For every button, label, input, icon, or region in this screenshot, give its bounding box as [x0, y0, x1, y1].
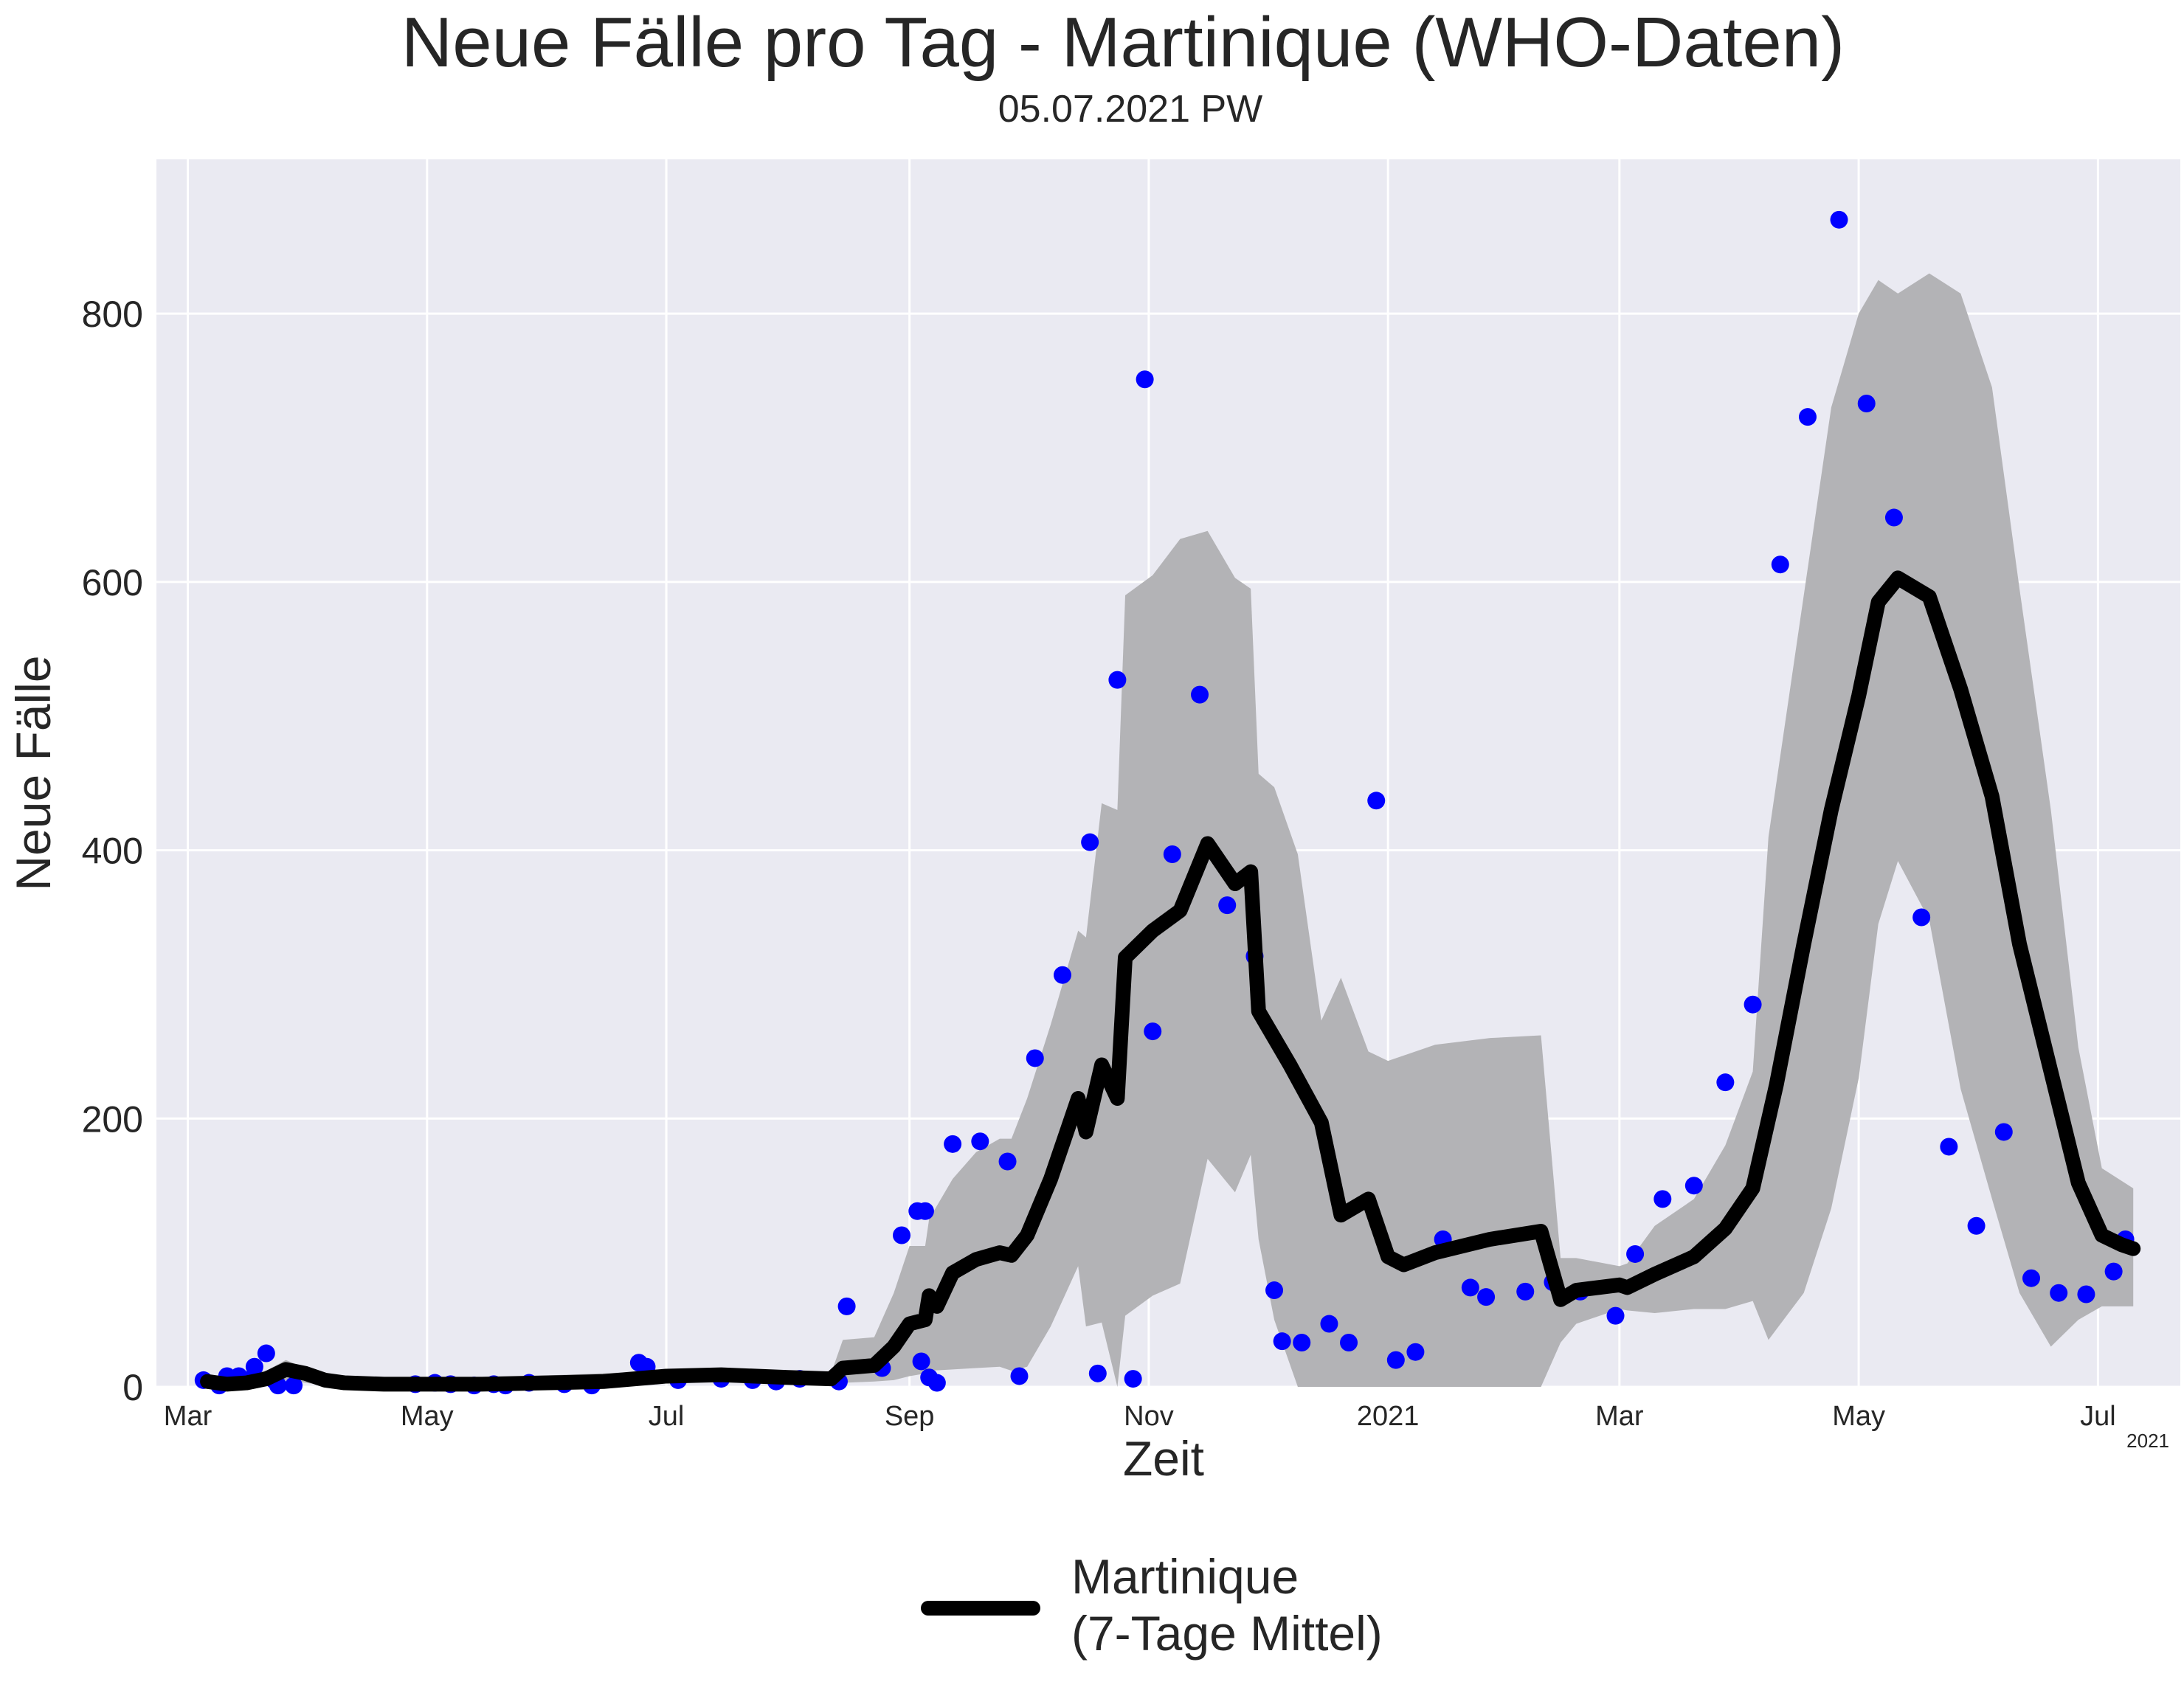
data-point — [998, 1152, 1017, 1171]
line-layer — [200, 570, 2141, 1392]
x-tick-label: Sep — [885, 1401, 935, 1432]
y-axis-label: Neue Fälle — [6, 655, 61, 890]
chart-title: Neue Fälle pro Tag - Martinique (WHO-Dat… — [401, 3, 1845, 82]
data-point — [1912, 908, 1931, 927]
data-point — [1273, 1332, 1291, 1351]
data-point — [916, 1202, 934, 1220]
series-line-martinique — [200, 570, 2141, 1392]
data-point — [1716, 1073, 1735, 1092]
data-point — [1265, 1281, 1284, 1300]
data-point — [1940, 1138, 1958, 1156]
data-point — [971, 1132, 989, 1151]
data-point — [2022, 1269, 2040, 1287]
data-point — [1744, 995, 1762, 1014]
chart-subtitle: 05.07.2021 PW — [998, 88, 1262, 131]
x-tick-label: 2021 — [1357, 1401, 1420, 1432]
data-point — [2077, 1285, 2095, 1303]
data-point — [1477, 1288, 1496, 1306]
data-point — [1136, 370, 1154, 389]
y-tick-labels: 0 200 400 600 800 — [82, 294, 143, 1408]
data-point — [1386, 1351, 1405, 1369]
data-point — [927, 1374, 946, 1392]
data-point — [1163, 845, 1181, 864]
x-tick-label: Jul — [649, 1401, 685, 1432]
data-point — [1293, 1333, 1311, 1351]
data-point — [1340, 1333, 1358, 1351]
data-point — [257, 1344, 275, 1363]
x-tick-label: Mar — [164, 1401, 212, 1432]
data-point — [1081, 833, 1099, 851]
data-point — [1088, 1364, 1107, 1382]
x-tick-label: Mar — [1595, 1401, 1644, 1432]
data-point — [1053, 966, 1071, 984]
data-point — [1218, 896, 1237, 915]
data-point — [1108, 671, 1127, 689]
x-offset-label: 2021 — [2126, 1430, 2169, 1452]
data-point — [1124, 1370, 1142, 1388]
data-point — [1798, 408, 1817, 426]
x-tick-labels: Mar May Jul Sep Nov 2021 Mar May Jul — [164, 1401, 2116, 1432]
data-point — [1830, 210, 1848, 229]
x-axis-label: Zeit — [1123, 1431, 1204, 1486]
data-point — [1857, 394, 1876, 412]
data-point — [1884, 508, 1903, 527]
data-point — [2104, 1262, 2123, 1281]
data-point — [1771, 555, 1789, 574]
data-point — [1320, 1315, 1338, 1333]
data-point — [1367, 792, 1386, 810]
data-point — [285, 1377, 303, 1395]
data-point — [1026, 1049, 1044, 1067]
legend-label-line1: Martinique — [1071, 1549, 1299, 1604]
data-point — [837, 1297, 856, 1315]
data-point — [1653, 1190, 1672, 1208]
y-tick-label: 800 — [82, 294, 143, 335]
legend-label-line2: (7-Tage Mittel) — [1071, 1606, 1383, 1661]
data-point — [893, 1226, 911, 1244]
data-point — [2050, 1284, 2068, 1302]
x-tick-label: Nov — [1124, 1401, 1174, 1432]
y-tick-label: 200 — [82, 1098, 143, 1140]
data-point — [1606, 1306, 1625, 1325]
data-point — [245, 1357, 263, 1376]
data-point — [1406, 1343, 1425, 1361]
data-point — [1967, 1216, 1986, 1235]
x-tick-label: Jul — [2080, 1401, 2116, 1432]
y-tick-label: 0 — [122, 1367, 143, 1408]
data-point — [1144, 1022, 1162, 1041]
data-point — [944, 1135, 962, 1153]
legend: Martinique (7-Tage Mittel) — [921, 1549, 1383, 1661]
data-point — [1516, 1282, 1535, 1301]
data-point — [912, 1352, 930, 1371]
data-point — [1684, 1177, 1703, 1195]
data-point — [1626, 1244, 1645, 1263]
confidence-band — [207, 273, 2134, 1387]
data-point — [1461, 1278, 1479, 1297]
x-tick-label: May — [401, 1401, 454, 1432]
x-tick-label: May — [1832, 1401, 1885, 1432]
y-tick-label: 600 — [82, 562, 143, 603]
data-point — [1994, 1123, 2013, 1141]
confidence-band-layer — [207, 273, 2134, 1387]
y-tick-label: 400 — [82, 831, 143, 872]
data-point — [1010, 1367, 1029, 1385]
data-point — [1191, 685, 1209, 704]
